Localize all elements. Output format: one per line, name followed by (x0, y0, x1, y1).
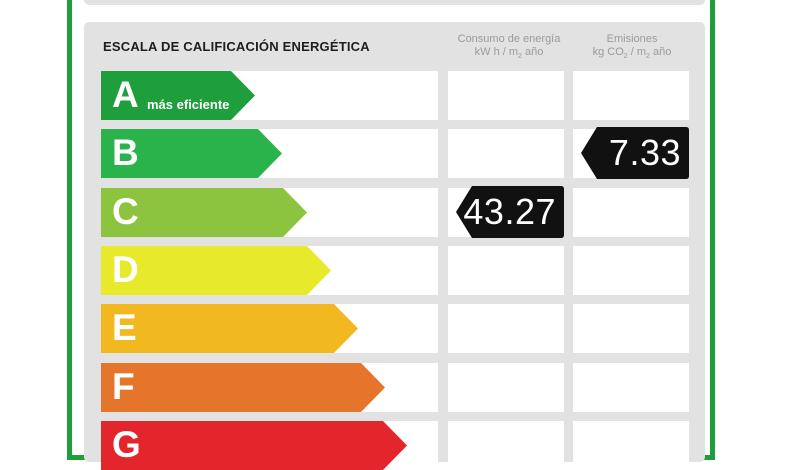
consumption-cell-a (448, 71, 564, 120)
rating-arrow-a (101, 71, 255, 120)
rating-arrow-d (101, 246, 331, 295)
rating-letter: B (112, 132, 139, 173)
rating-bar-d: D (101, 246, 331, 295)
emissions-cell-e (573, 304, 689, 353)
emissions-cell-a (573, 71, 689, 120)
consumption-cell-b (448, 129, 564, 178)
emissions-cell-d (573, 246, 689, 295)
consumption-marker: 43.27 (456, 186, 564, 238)
rating-letter: G (112, 424, 141, 465)
rating-arrow-b (101, 129, 282, 178)
emissions-cell-c (573, 188, 689, 237)
rating-bar-f: F (101, 363, 385, 412)
scale-title: ESCALA DE CALIFICACIÓN ENERGÉTICA (103, 39, 370, 54)
emissions-marker: 7.33 (581, 127, 689, 179)
top-panel (84, 0, 705, 5)
consumption-cell-g (448, 421, 564, 470)
emissions-cell-f (573, 363, 689, 412)
rating-letter: C (112, 191, 139, 232)
consumption-header-unit: kW h / m2 año (474, 46, 544, 61)
emissions-cell-g (573, 421, 689, 470)
rating-letter: D (112, 249, 139, 290)
rating-bar-b: B (101, 129, 282, 178)
emissions-marker-value: 7.33 (608, 132, 681, 173)
emissions-column-header: Emisiones kg CO2 / m2 año (567, 33, 697, 63)
consumption-header-line1: Consumo de energía (457, 33, 561, 45)
rating-arrow-g (101, 421, 407, 470)
rating-letter: A (112, 74, 139, 115)
consumption-cell-d (448, 246, 564, 295)
rating-bar-g: G (101, 421, 407, 470)
rating-letter: E (112, 307, 137, 348)
rating-letter: F (112, 366, 135, 407)
rating-sublabel: más eficiente (147, 97, 230, 112)
consumption-cell-f (448, 363, 564, 412)
rating-arrow-f (101, 363, 385, 412)
emissions-header-unit: kg CO2 / m2 año (592, 46, 672, 61)
rating-bar-e: E (101, 304, 358, 353)
consumption-cell-e (448, 304, 564, 353)
rating-arrow-e (101, 304, 358, 353)
rating-bar-c: C (101, 188, 307, 237)
emissions-header-line1: Emisiones (606, 33, 658, 45)
consumption-column-header: Consumo de energía kW h / m2 año (444, 33, 574, 63)
consumption-marker-value: 43.27 (463, 191, 556, 232)
rating-arrow-c (101, 188, 307, 237)
